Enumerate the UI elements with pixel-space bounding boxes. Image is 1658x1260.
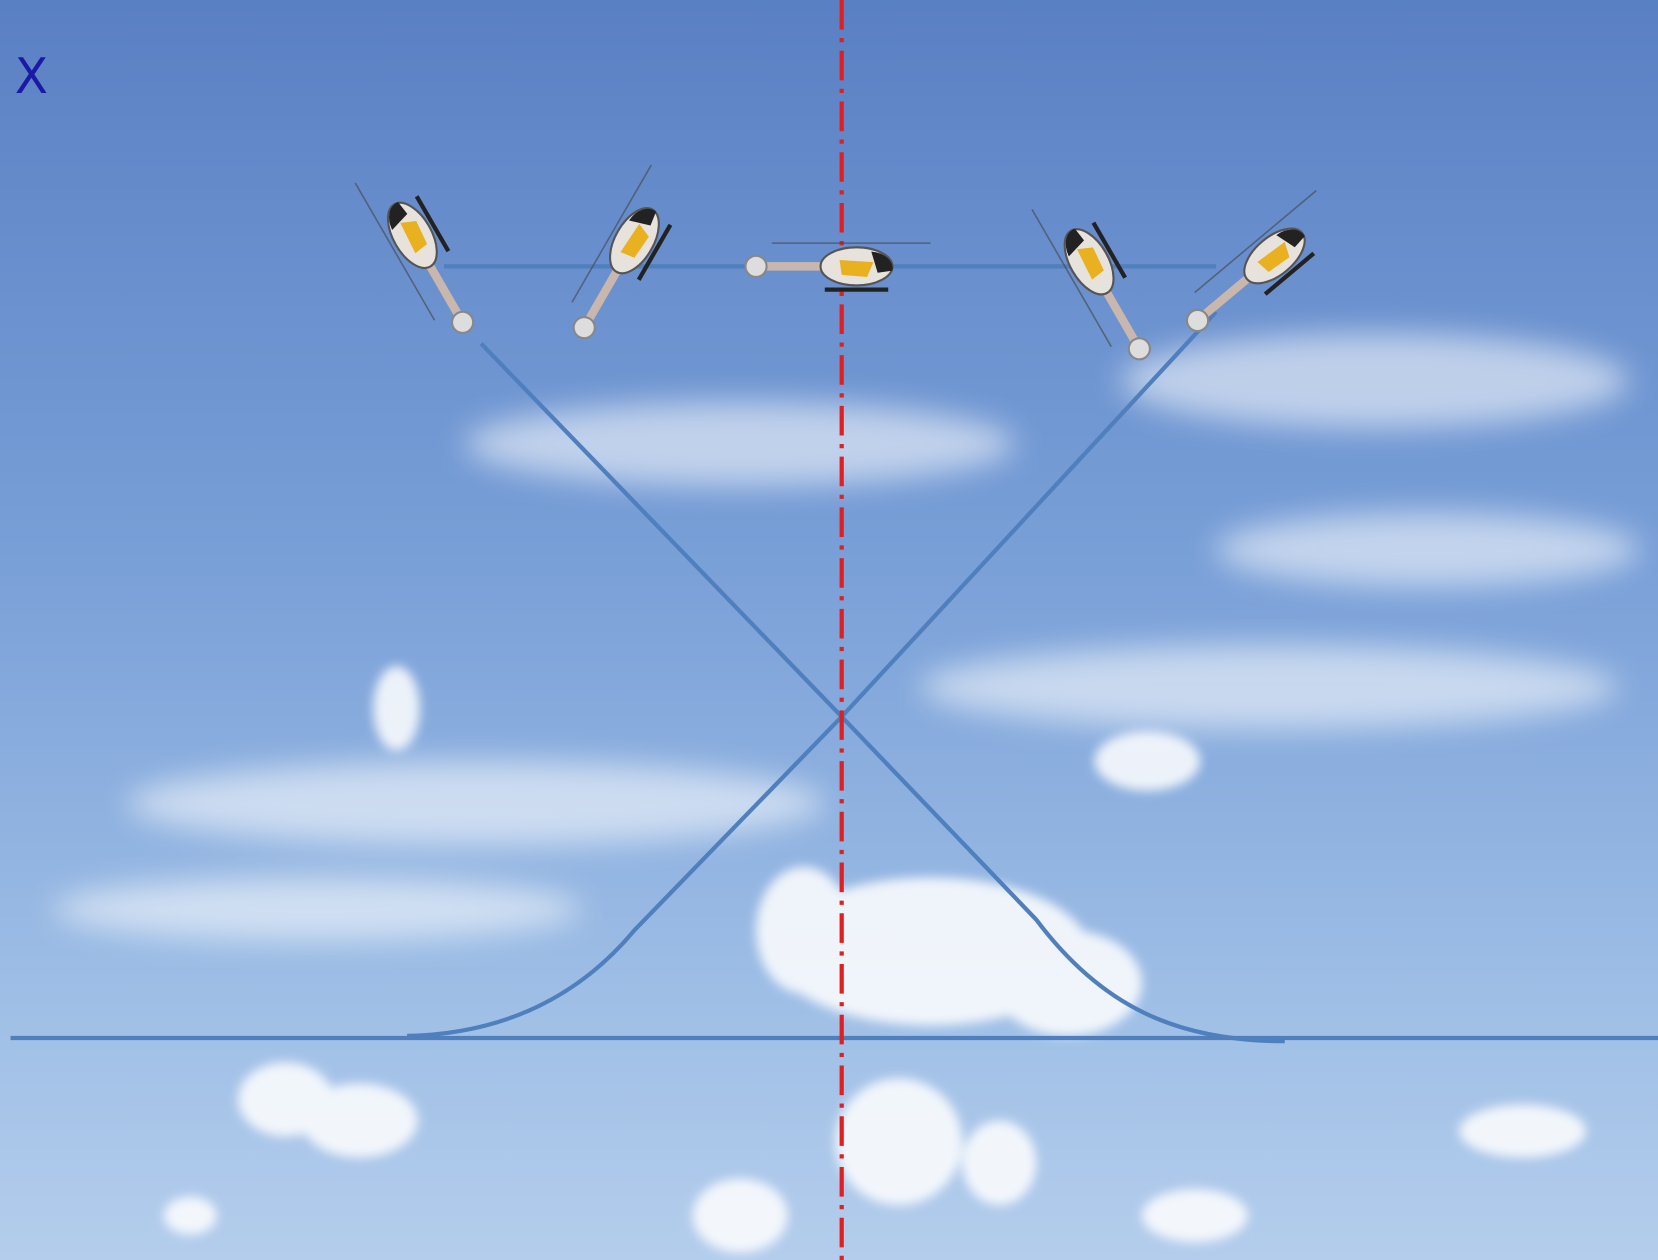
- clouds: [52, 332, 1639, 941]
- right-path: [838, 310, 1285, 1044]
- title: X: [15, 49, 48, 105]
- cumulus: [163, 665, 1587, 1253]
- left-path: [407, 342, 845, 1039]
